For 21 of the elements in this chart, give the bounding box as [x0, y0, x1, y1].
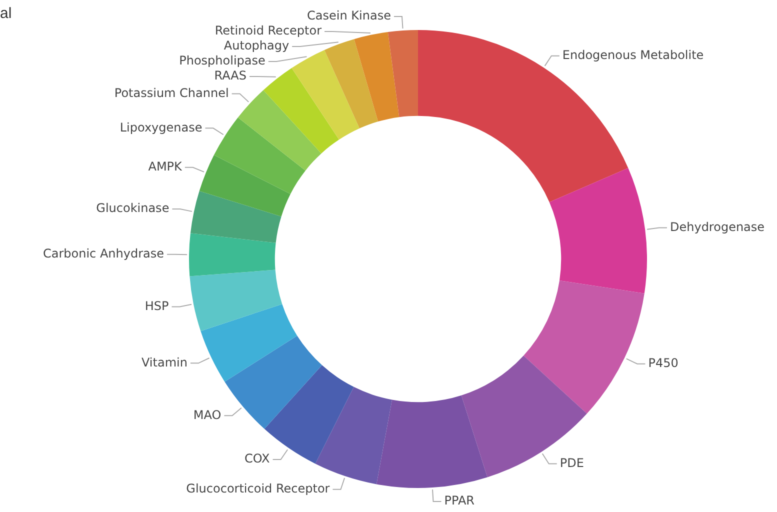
- slice-label: COX: [244, 452, 270, 466]
- slice-label: RAAS: [214, 68, 247, 83]
- slice-label: Phospholipase: [179, 54, 266, 68]
- text: al: [0, 5, 12, 22]
- slice-label: PPAR: [444, 494, 475, 508]
- slice-label: Glucocorticoid Receptor: [186, 482, 330, 496]
- slice-label: P450: [648, 356, 678, 370]
- slice-label: Carbonic Anhydrase: [42, 246, 164, 261]
- slice-label: Autophagy: [224, 38, 290, 53]
- slice-label: Lipoxygenase: [120, 120, 202, 134]
- slice-label: MAO: [193, 408, 222, 422]
- slice-label: Retinoid Receptor: [214, 24, 322, 38]
- slice-label: AMPK: [148, 160, 184, 174]
- slice-label: HSP: [144, 298, 169, 313]
- slice-label: PDE: [560, 456, 584, 470]
- slice-label: Potassium Channel: [114, 86, 229, 100]
- slice-label: Casein Kinase: [307, 8, 391, 23]
- slice-label: Glucokinase: [96, 201, 170, 216]
- slice-label: Endogenous Metabolite: [562, 48, 704, 62]
- slice-label: Vitamin: [141, 355, 188, 370]
- slice-label: Dehydrogenase: [670, 220, 765, 234]
